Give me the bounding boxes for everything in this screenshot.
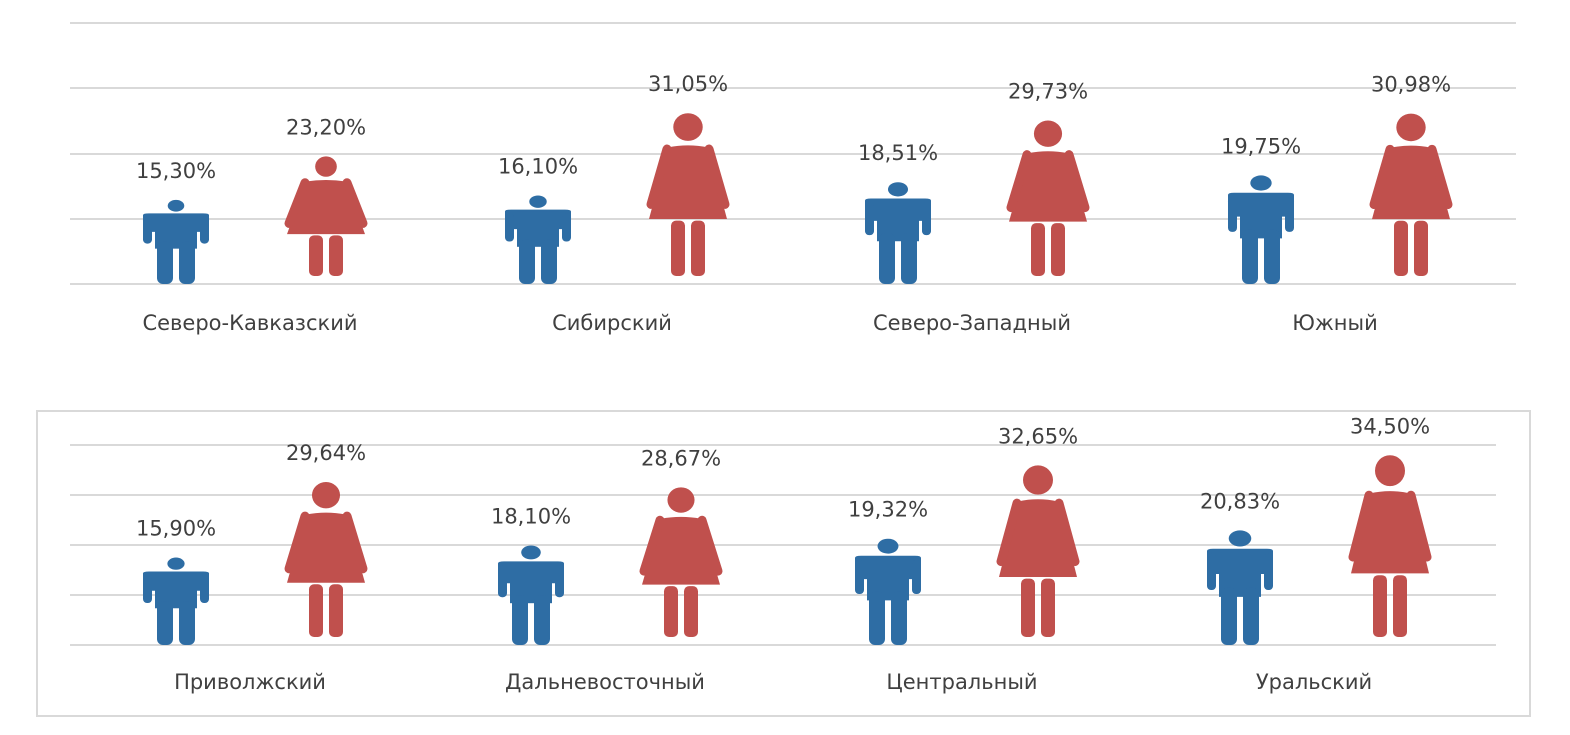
- data-label: 30,98%: [1371, 73, 1451, 97]
- female-figure-icon: [284, 481, 368, 637]
- category-group: 16,10% 31,05% Сибирский: [498, 72, 730, 335]
- category-group: 18,10% 28,67% Дальневосточный: [491, 446, 723, 694]
- category-label: Уральский: [1256, 670, 1372, 694]
- category-group: 15,30% 23,20% Северо-Кавказский: [136, 115, 368, 335]
- data-label: 16,10%: [498, 154, 578, 178]
- data-label: 15,30%: [136, 159, 216, 183]
- category-label: Сибирский: [552, 311, 672, 335]
- data-label: 31,05%: [648, 72, 728, 96]
- data-label: 32,65%: [998, 424, 1078, 448]
- category-label: Дальневосточный: [505, 670, 705, 694]
- female-figure-icon: [646, 113, 730, 276]
- female-figure-icon: [1006, 120, 1090, 276]
- male-figure-icon: [498, 545, 564, 645]
- data-label: 18,51%: [858, 141, 938, 165]
- female-figure-icon: [1369, 113, 1453, 276]
- data-label: 29,64%: [286, 441, 366, 465]
- female-figure-icon: [284, 156, 368, 276]
- category-label: Приволжский: [174, 670, 326, 694]
- category-group: 15,90% 29,64% Приволжский: [136, 441, 368, 694]
- female-figure-icon: [996, 465, 1080, 637]
- data-label: 19,32%: [848, 498, 928, 522]
- data-label: 19,75%: [1221, 134, 1301, 158]
- data-label: 18,10%: [491, 504, 571, 528]
- category-group: 20,83% 34,50% Уральский: [1200, 414, 1432, 694]
- category-label: Южный: [1292, 311, 1378, 335]
- male-figure-icon: [855, 538, 921, 645]
- male-figure-icon: [143, 199, 209, 284]
- chart-frame: [36, 410, 1531, 717]
- male-figure-icon: [1228, 175, 1294, 284]
- category-label: Северо-Кавказский: [142, 311, 357, 335]
- male-figure-icon: [505, 195, 571, 284]
- male-figure-icon: [865, 182, 931, 284]
- male-figure-icon: [143, 557, 209, 645]
- male-figure-icon: [1207, 530, 1273, 645]
- female-figure-icon: [639, 487, 723, 637]
- category-group: 19,75% 30,98% Южный: [1221, 73, 1453, 335]
- category-group: 19,32% 32,65% Центральный: [848, 424, 1080, 694]
- data-label: 34,50%: [1350, 414, 1430, 438]
- data-label: 23,20%: [286, 115, 366, 139]
- category-label: Центральный: [886, 670, 1037, 694]
- data-label: 28,67%: [641, 446, 721, 470]
- data-label: 20,83%: [1200, 489, 1280, 513]
- data-label: 15,90%: [136, 517, 216, 541]
- female-figure-icon: [1348, 455, 1432, 637]
- data-label: 29,73%: [1008, 79, 1088, 103]
- chart-panel-2: 15,90% 29,64% Приволжский 18,10% 28,67% Дальн…: [36, 410, 1531, 717]
- category-label: Северо-Западный: [873, 311, 1071, 335]
- category-group: 18,51% 29,73% Северо-Западный: [858, 79, 1090, 335]
- chart-panel-1: 15,30% 23,20% Северо-Кавказский 16,10% 31,05…: [70, 22, 1516, 335]
